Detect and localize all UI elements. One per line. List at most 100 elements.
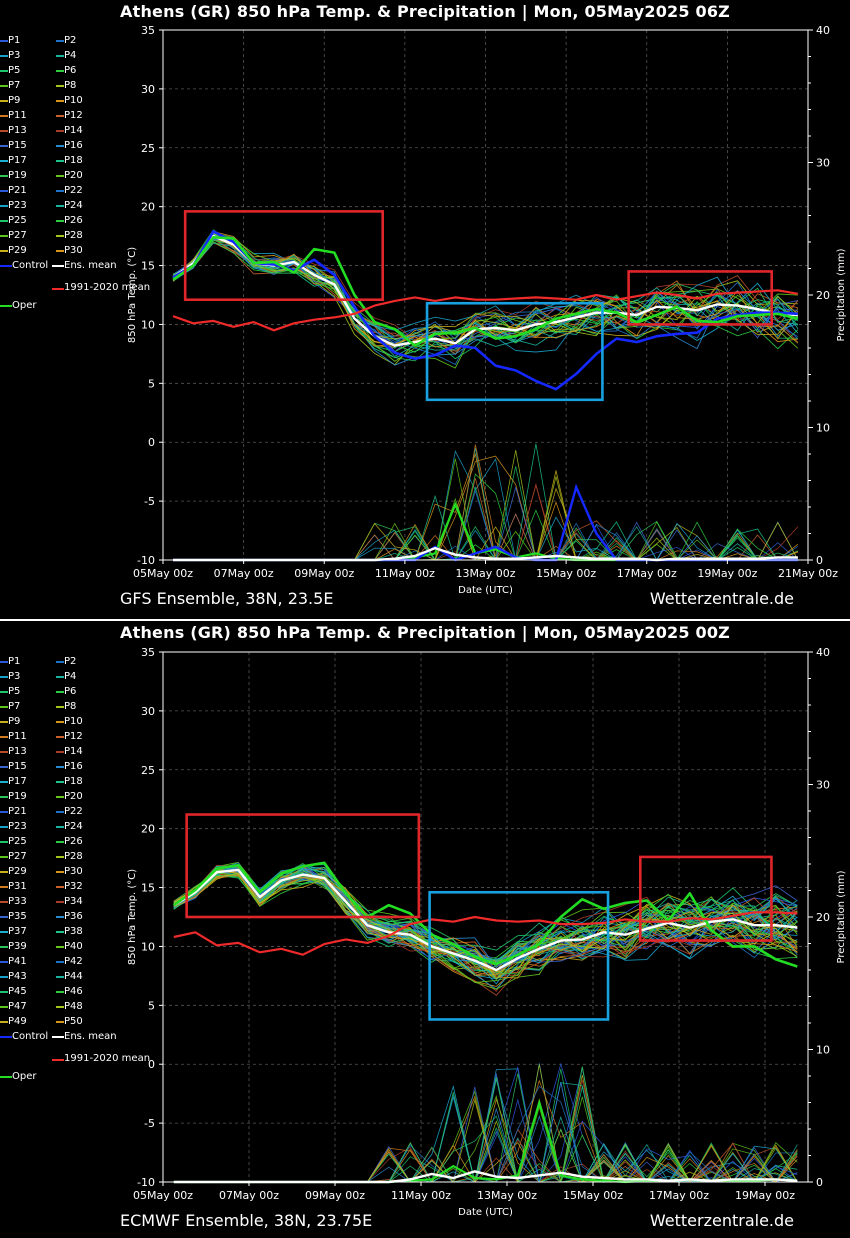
legend-label: P47 — [8, 1001, 27, 1012]
legend-swatch — [0, 1036, 12, 1038]
legend-swatch — [52, 1036, 64, 1038]
legend-swatch — [56, 145, 64, 147]
legend-swatch — [56, 691, 64, 693]
x-tick-label: 11May 00z — [375, 567, 435, 580]
ecmwf-panel: Athens (GR) 850 hPa Temp. & Precipitatio… — [0, 621, 850, 1238]
legend-swatch — [56, 811, 64, 813]
y-axis-label: 850 hPa Temp. (°C) — [127, 869, 138, 965]
x-axis-label: Date (UTC) — [458, 585, 513, 596]
legend-label: P3 — [8, 50, 21, 61]
legend-swatch — [52, 1059, 64, 1061]
member-series-line — [172, 233, 799, 344]
legend-label: Oper — [12, 1071, 37, 1082]
chart-plot: -10 -5 0 5 10 15 20 25 30 35 0 10 20 30 40 05May 00z 07M… — [127, 24, 847, 596]
legend-swatch — [0, 175, 8, 177]
x-tick-label: 15May 00z — [536, 567, 596, 580]
legend-label: P31 — [8, 881, 27, 892]
legend-label: P18 — [64, 776, 83, 787]
legend-label: Ens. mean — [64, 1031, 117, 1042]
legend-swatch — [56, 976, 64, 978]
member-series-line — [173, 864, 798, 985]
climate-mean-line — [172, 289, 799, 332]
legend-swatch — [56, 130, 64, 132]
legend-swatch — [0, 1006, 8, 1008]
legend-swatch — [56, 175, 64, 177]
x-tick-label: 11May 00z — [391, 1189, 451, 1202]
legend-swatch — [0, 676, 8, 678]
legend-label: P5 — [8, 65, 21, 76]
legend-label: P24 — [64, 821, 83, 832]
legend-swatch — [0, 40, 8, 42]
y-tick-label: 10 — [141, 940, 155, 953]
legend-swatch — [56, 886, 64, 888]
ens-mean-line — [173, 868, 798, 972]
legend-swatch — [0, 736, 8, 738]
legend-label: P16 — [64, 140, 83, 151]
legend-label: P9 — [8, 716, 21, 727]
legend-label: Ens. mean — [64, 260, 117, 271]
legend-label: P14 — [64, 125, 83, 136]
legend-swatch — [0, 946, 8, 948]
legend-label: P49 — [8, 1016, 27, 1027]
legend-swatch — [0, 55, 8, 57]
legend-label: Control — [12, 1031, 49, 1042]
member-precip-line — [173, 1142, 798, 1183]
legend-swatch — [0, 661, 8, 663]
x-tick-label: 15May 00z — [563, 1189, 623, 1202]
legend-label: P36 — [64, 911, 83, 922]
legend-label: P11 — [8, 731, 27, 742]
legend-label: P14 — [64, 746, 83, 757]
legend-swatch — [56, 931, 64, 933]
y-tick-label: 30 — [141, 705, 155, 718]
legend-label: P19 — [8, 791, 27, 802]
legend-swatch — [56, 916, 64, 918]
member-series-line — [172, 237, 799, 345]
legend-label: P2 — [64, 656, 77, 667]
legend-swatch — [0, 130, 8, 132]
legend-swatch — [56, 160, 64, 162]
y-tick-label: 35 — [141, 646, 155, 659]
legend-label: P43 — [8, 971, 27, 982]
highlight-box-blue — [425, 301, 604, 402]
legend-swatch — [52, 288, 64, 290]
legend-swatch — [0, 220, 8, 222]
legend-label: P18 — [64, 155, 83, 166]
legend-swatch — [0, 766, 8, 768]
legend-swatch — [0, 205, 8, 207]
legend-swatch — [0, 235, 8, 237]
legend-swatch — [56, 796, 64, 798]
legend-label: P8 — [64, 701, 77, 712]
x-tick-label: 07May 00z — [214, 567, 274, 580]
member-precip-line — [173, 1142, 798, 1183]
highlight-box-red — [627, 270, 774, 326]
x-tick-label: 19May 00z — [735, 1189, 795, 1202]
x-tick-label: 13May 00z — [455, 567, 515, 580]
credit-label: Wetterzentrale.de — [649, 589, 794, 608]
legend-label: P8 — [64, 80, 77, 91]
legend-label: P46 — [64, 986, 83, 997]
y-tick-label: -10 — [137, 1176, 155, 1189]
legend-label: P10 — [64, 95, 83, 106]
y-tick-label: 25 — [141, 142, 155, 155]
legend-swatch — [56, 1006, 64, 1008]
legend-label: P25 — [8, 215, 27, 226]
legend-label: P19 — [8, 170, 27, 181]
legend-label: Oper — [12, 300, 37, 311]
legend-label: P1 — [8, 656, 21, 667]
legend-swatch — [0, 1021, 8, 1023]
legend-label: P26 — [64, 215, 83, 226]
legend-swatch — [56, 946, 64, 948]
highlight-box-blue — [428, 890, 610, 1021]
legend-swatch — [0, 706, 8, 708]
legend-swatch — [0, 1076, 12, 1078]
x-axis-label: Date (UTC) — [458, 1207, 513, 1218]
legend-label: P17 — [8, 155, 27, 166]
legend-swatch — [56, 190, 64, 192]
y2-tick-label: 30 — [816, 157, 830, 170]
legend-label: P21 — [8, 185, 27, 196]
legend-swatch — [0, 721, 8, 723]
legend-swatch — [0, 751, 8, 753]
x-tick-label: 19May 00z — [697, 567, 757, 580]
legend-label: P40 — [64, 941, 83, 952]
legend-label: P30 — [64, 866, 83, 877]
